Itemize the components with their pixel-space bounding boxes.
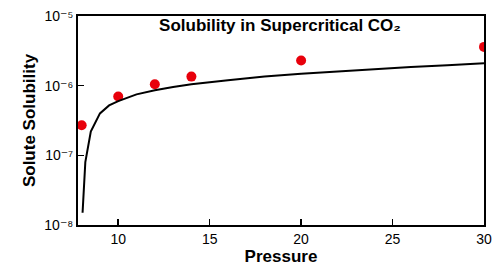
svg-text:Pressure: Pressure — [245, 247, 318, 266]
svg-text:25: 25 — [385, 231, 401, 247]
svg-text:10⁻⁵: 10⁻⁵ — [44, 8, 73, 24]
svg-text:10: 10 — [110, 231, 126, 247]
svg-text:10⁻⁸: 10⁻⁸ — [44, 217, 73, 233]
svg-text:20: 20 — [293, 231, 309, 247]
svg-text:30: 30 — [476, 231, 492, 247]
svg-text:Solute Solubility: Solute Solubility — [20, 53, 39, 187]
svg-text:Solubility in Supercritical CO: Solubility in Supercritical CO₂ — [159, 16, 401, 35]
svg-text:10⁻⁷: 10⁻⁷ — [45, 147, 73, 163]
svg-text:15: 15 — [202, 231, 218, 247]
svg-text:10⁻⁶: 10⁻⁶ — [44, 78, 73, 94]
